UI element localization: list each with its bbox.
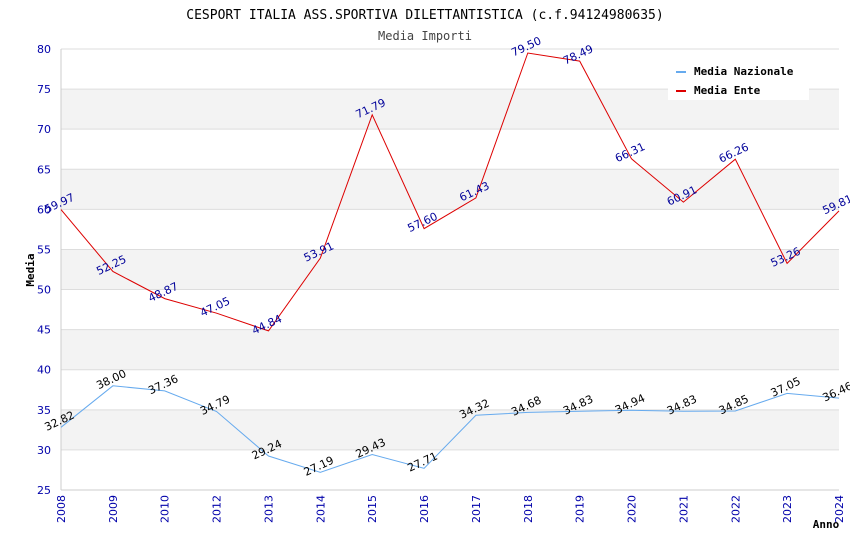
x-tick-label: 2013 [262, 495, 275, 523]
x-tick-label: 2019 [574, 495, 587, 523]
legend-entry-media-nazionale: Media Nazionale [694, 65, 794, 78]
grid-band [61, 449, 839, 490]
grid-bands [61, 48, 839, 490]
series-line-media-nazionale [60, 385, 840, 473]
chart-title: CESPORT ITALIA ASS.SPORTIVA DILETTANTIST… [186, 8, 663, 23]
x-tick-label: 2023 [781, 495, 794, 523]
y-tick-label: 80 [37, 43, 51, 56]
grid-band [61, 369, 839, 410]
y-tick-label: 40 [37, 364, 51, 377]
grid-band [61, 409, 839, 450]
legend-box [668, 58, 809, 100]
chart-subtitle: Media Importi [378, 29, 472, 43]
x-tick-label: 2008 [55, 495, 68, 523]
x-tick-label: 2009 [107, 495, 120, 523]
x-tick-label: 2024 [833, 495, 846, 523]
y-tick-label: 30 [37, 444, 51, 457]
y-tick-label: 50 [37, 284, 51, 297]
y-tick-label: 35 [37, 404, 51, 417]
y-tick-label: 65 [37, 163, 51, 176]
x-tick-label: 2012 [211, 495, 224, 523]
x-tick-label: 2020 [626, 495, 639, 523]
x-tick-label: 2022 [729, 495, 742, 523]
grid-band [61, 129, 839, 170]
grid-band [61, 209, 839, 250]
x-tick-label: 2010 [159, 495, 172, 523]
y-tick-label: 60 [37, 203, 51, 216]
y-tick-label: 70 [37, 123, 51, 136]
series-layer [60, 52, 840, 473]
x-axis-label: Anno [813, 518, 840, 531]
y-tick-label: 55 [37, 243, 51, 256]
x-tick-label: 2014 [314, 495, 327, 523]
series-line-media-ente [60, 52, 840, 332]
legend-entry-media-ente: Media Ente [694, 84, 761, 97]
x-tick-label: 2017 [470, 495, 483, 523]
y-tick-label: 75 [37, 83, 51, 96]
legend: Media Nazionale Media Ente [668, 58, 809, 100]
x-tick-label: 2018 [522, 495, 535, 523]
x-tick-label: 2021 [677, 495, 690, 523]
y-tick-label: 45 [37, 324, 51, 337]
grid-band [61, 169, 839, 210]
x-tick-label: 2016 [418, 495, 431, 523]
y-tick-label: 25 [37, 484, 51, 497]
y-axis-label: Media [24, 253, 37, 286]
x-tick-label: 2015 [366, 495, 379, 523]
grid-band [61, 249, 839, 290]
x-axis-ticks: 2008 2009 2010 2012 2013 2014 2015 2016 2017 2018… [55, 495, 846, 523]
grid-band [61, 289, 839, 330]
grid-band [61, 329, 839, 370]
y-axis-ticks: 25 30 35 40 45 50 55 60 65 70 75 80 [37, 43, 51, 497]
